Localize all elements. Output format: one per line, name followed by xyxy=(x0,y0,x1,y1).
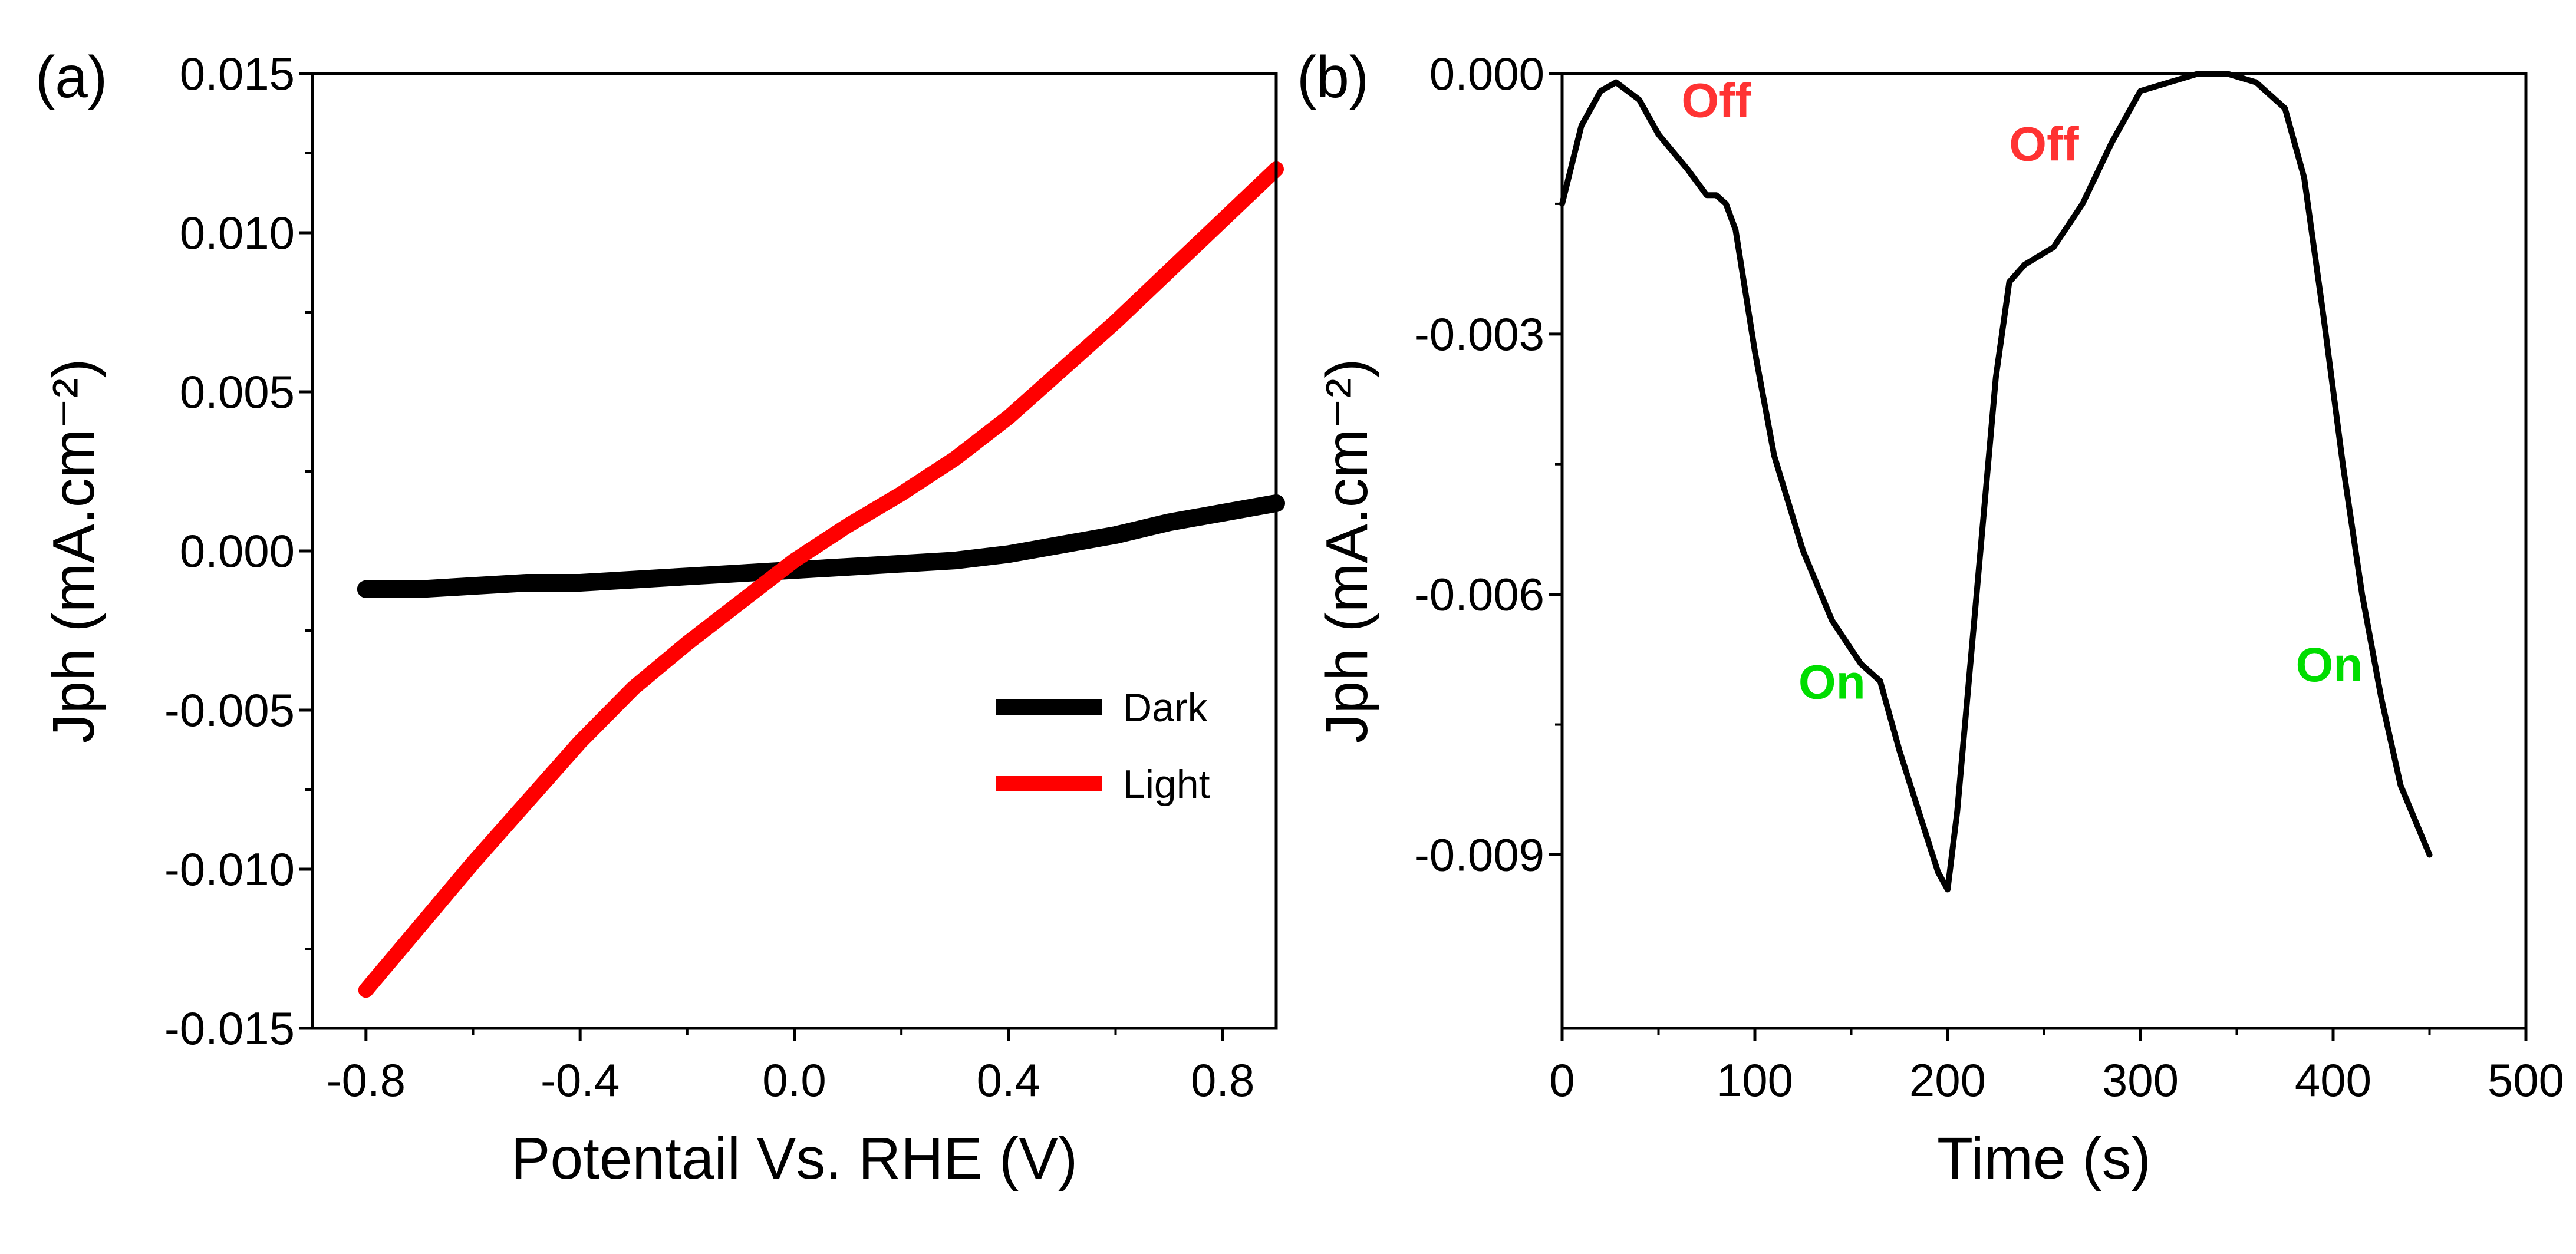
panel-label-a: (a) xyxy=(35,44,107,110)
y-tick-label-b: -0.009 xyxy=(1414,829,1544,880)
x-tick-label-b: 0 xyxy=(1549,1054,1574,1106)
y-tick-label-b: -0.006 xyxy=(1414,569,1544,621)
series-dark-line-a xyxy=(357,494,1285,598)
x-tick-label-b: 500 xyxy=(2488,1054,2564,1106)
x-tick-label-b: 400 xyxy=(2295,1054,2371,1106)
legend-label-light: Light xyxy=(1123,762,1210,807)
y-tick-label-a: 0.010 xyxy=(180,207,295,259)
y-axis-title-b: Jph (mA.cm⁻²) xyxy=(1314,359,1380,744)
annotation-on-label: On xyxy=(2296,638,2363,692)
y-tick-label-b: 0.000 xyxy=(1429,48,1544,100)
x-tick-label-a: -0.8 xyxy=(327,1054,406,1106)
y-axis-title-a: Jph (mA.cm⁻²) xyxy=(41,359,107,744)
panel-a: -0.8 -0.4 0.0 0.4 0.8 -0.015 -0.010 -0.005 0.000… xyxy=(35,44,1285,1192)
y-tick-label-a: -0.015 xyxy=(164,1002,295,1054)
y-tick-label-a: 0.005 xyxy=(180,366,295,418)
y-tick-label-a: 0.000 xyxy=(180,525,295,577)
annotation-off-label: Off xyxy=(1681,74,1751,128)
panel-label-b: (b) xyxy=(1297,44,1369,110)
x-tick-label-b: 100 xyxy=(1717,1054,1793,1106)
x-tick-label-a: 0.8 xyxy=(1191,1054,1254,1106)
series-jph-line-b xyxy=(1559,71,2433,893)
x-tick-label-a: -0.4 xyxy=(541,1054,620,1106)
annotation-on-label: On xyxy=(1798,655,1866,709)
x-axis-title-b: Time (s) xyxy=(1937,1126,2151,1192)
x-tick-label-b: 300 xyxy=(2102,1054,2179,1106)
y-tick-label-b: -0.003 xyxy=(1414,308,1544,360)
y-tick-label-a: -0.005 xyxy=(164,684,295,736)
annotation-off-label: Off xyxy=(2009,117,2079,171)
plot-frame-b xyxy=(1560,72,2528,1030)
x-tick-label-a: 0.4 xyxy=(977,1054,1040,1106)
y-tick-label-a: 0.015 xyxy=(180,48,295,100)
series-light-line-a xyxy=(358,161,1284,998)
x-tick-label-b: 200 xyxy=(1909,1054,1986,1106)
x-axis-title-a: Potentail Vs. RHE (V) xyxy=(511,1126,1078,1192)
legend-label-dark: Dark xyxy=(1123,685,1208,730)
y-tick-label-a: -0.010 xyxy=(164,843,295,895)
panel-b: 0 100 200 300 400 500 -0.009 -0.006 -0.003 0.000 T… xyxy=(1297,44,2564,1192)
x-tick-label-a: 0.0 xyxy=(762,1054,826,1106)
